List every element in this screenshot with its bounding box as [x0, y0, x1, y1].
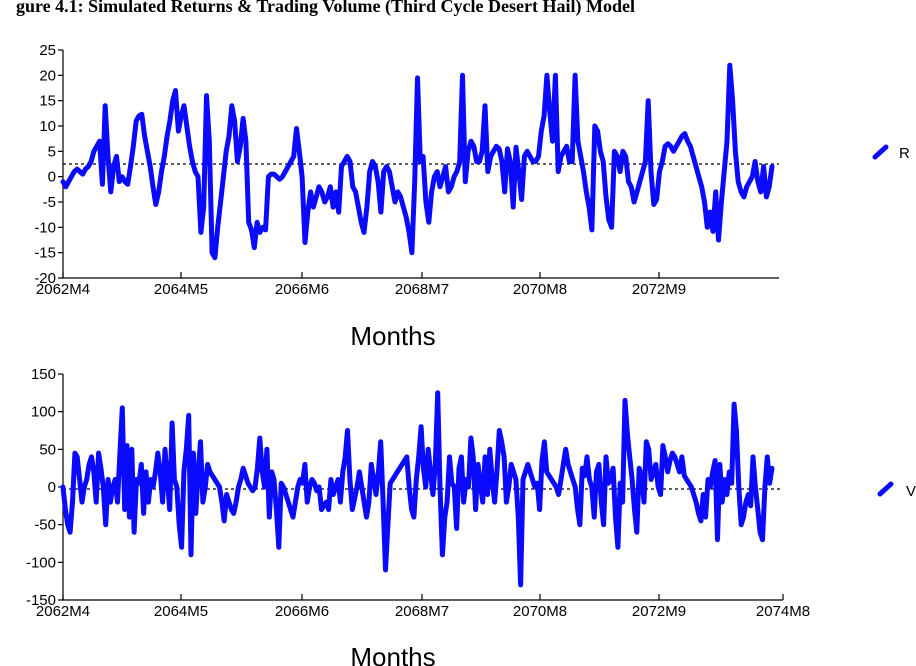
volume-y-tick-label: 0 [48, 479, 56, 496]
volume-x-tick-label: 2066M6 [275, 603, 329, 620]
volume-x-tick-label: 2074M8 [756, 603, 810, 620]
returns-x-axis-title: Months [350, 321, 435, 351]
volume-legend-label: V [906, 483, 916, 500]
returns-x-tick-label: 2066M6 [275, 281, 329, 298]
volume-x-tick-label: 2064M5 [154, 603, 208, 620]
returns-y-tick-label: -10 [34, 219, 56, 236]
volume-x-tick-label: 2062M4 [36, 603, 90, 620]
returns-y-tick-label: -15 [34, 245, 56, 262]
returns-series-line [60, 62, 775, 261]
volume-x-tick-label: 2072M9 [632, 603, 686, 620]
returns-chart: 25 20 15 10 5 0 -5 -10 -15 -20 2062M4 2064M5 2066M6… [34, 42, 910, 351]
returns-y-tick-label: 25 [39, 42, 56, 59]
returns-legend-label: R [899, 145, 910, 162]
returns-y-tick-label: -5 [43, 194, 56, 211]
returns-y-tick-label: 5 [48, 143, 56, 160]
returns-y-tick-label: 10 [39, 118, 56, 135]
returns-legend-swatch [872, 144, 889, 160]
volume-y-tick-label: 50 [39, 441, 56, 458]
page-title: gure 4.1: Simulated Returns & Trading Vo… [16, 0, 635, 17]
returns-x-tick-label: 2062M4 [36, 281, 90, 298]
returns-x-tick-label: 2064M5 [154, 281, 208, 298]
volume-y-tick-label: -50 [34, 517, 56, 534]
volume-legend-swatch [877, 481, 894, 497]
volume-x-tick-label: 2068M7 [395, 603, 449, 620]
returns-y-tick-label: -20 [34, 270, 56, 287]
returns-x-tick-label: 2072M9 [632, 281, 686, 298]
volume-y-tick-label: 150 [31, 366, 56, 383]
volume-y-tick-label: -100 [26, 554, 56, 571]
returns-x-tick-label: 2070M8 [513, 281, 567, 298]
volume-y-tick-label: -150 [26, 592, 56, 609]
returns-y-tick-label: 15 [39, 93, 56, 110]
returns-x-tick-label: 2068M7 [395, 281, 449, 298]
volume-y-tick-label: 100 [31, 404, 56, 421]
volume-x-axis-title: Months [350, 642, 435, 666]
volume-chart: 150 100 50 0 -50 -100 -150 2062M4 2064M5 2066M6 2… [26, 366, 916, 666]
volume-x-tick-label: 2070M8 [513, 603, 567, 620]
volume-series-line [60, 390, 775, 588]
returns-y-tick-label: 0 [48, 169, 56, 186]
returns-y-tick-label: 20 [39, 67, 56, 84]
